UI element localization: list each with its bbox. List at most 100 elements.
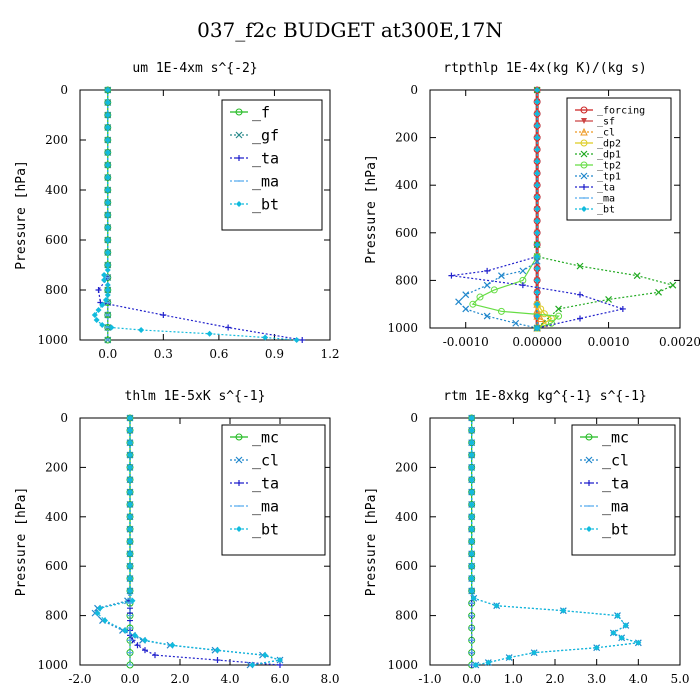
- data-point: [134, 642, 141, 649]
- y-tick-label: 400: [395, 510, 418, 524]
- legend-label: _ta: [602, 474, 629, 492]
- data-point: [635, 639, 642, 646]
- data-point: [610, 629, 617, 636]
- x-tick-label: 0.0010: [588, 335, 630, 349]
- legend-marker: [235, 131, 243, 139]
- data-point: [534, 325, 541, 331]
- page-title: 037_f2c BUDGET at300E,17N: [197, 18, 503, 42]
- y-tick-label: 0: [410, 83, 418, 97]
- legend: _mc _cl _ta _ma _bt: [221, 424, 326, 556]
- data-point: [555, 305, 562, 313]
- y-tick-label: 800: [45, 283, 68, 297]
- data-point: [99, 322, 106, 328]
- x-tick-label: 1.2: [320, 347, 339, 361]
- legend-marker: [236, 201, 242, 207]
- legend-label: _cl: [602, 451, 629, 469]
- data-point: [476, 293, 484, 301]
- chart-panel-1: um 1E-4xm s^{-2} Pressure [hPa] 0 200 400 600…: [14, 61, 340, 361]
- legend-label: _gf: [252, 126, 279, 144]
- data-point: [534, 253, 541, 260]
- data-point: [169, 642, 176, 649]
- data-point: [534, 182, 541, 189]
- y-tick-label: 0: [60, 83, 68, 97]
- legend-box: [571, 424, 676, 556]
- x-tick-label: 0.0: [462, 672, 481, 686]
- data-point: [534, 194, 541, 201]
- legend-marker: [580, 139, 588, 147]
- x-tick-label: 0.0: [120, 672, 139, 686]
- legend-marker: [235, 456, 243, 464]
- data-point: [138, 327, 145, 333]
- x-tick-label: 0.0: [98, 347, 117, 361]
- y-tick-label: 400: [45, 183, 68, 197]
- data-point: [93, 317, 100, 323]
- legend-label: _f: [252, 103, 270, 121]
- data-point: [468, 415, 475, 421]
- data-point: [469, 300, 477, 308]
- x-tick-label: 0.6: [209, 347, 228, 361]
- y-axis-title: Pressure [hPa]: [364, 154, 379, 264]
- data-point: [104, 199, 111, 206]
- series-tp1: [455, 257, 541, 332]
- data-point: [108, 324, 115, 331]
- legend-marker: [580, 150, 588, 158]
- chart-panel-4: rtm 1E-8xkg kg^{-1} s^{-1} Pressure [hPa]…: [364, 389, 690, 686]
- data-point: [104, 174, 111, 181]
- data-point: [534, 98, 541, 105]
- legend-label: _bt: [597, 205, 615, 216]
- data-point: [519, 267, 527, 275]
- data-point: [104, 287, 111, 293]
- data-point: [262, 652, 268, 659]
- data-point: [102, 617, 108, 624]
- data-point: [633, 272, 641, 280]
- legend-label: _dp1: [597, 150, 621, 161]
- legend-marker: [236, 480, 242, 486]
- data-point: [468, 575, 475, 582]
- data-point: [101, 272, 108, 278]
- data-point: [534, 110, 541, 117]
- data-point: [152, 652, 158, 659]
- data-point: [127, 538, 133, 545]
- data-point: [129, 597, 136, 604]
- data-point: [104, 292, 111, 298]
- data-point: [293, 337, 300, 343]
- y-axis-title: Pressure [hPa]: [14, 160, 29, 270]
- legend-label: _cl: [252, 451, 279, 469]
- legend: _mc _cl _ta _ma _bt: [571, 424, 676, 556]
- x-tick-label: 0.9: [265, 347, 284, 361]
- data-point: [484, 267, 491, 274]
- x-tick-label: 1.0: [504, 672, 523, 686]
- legend-box: [221, 99, 323, 231]
- data-point: [104, 87, 111, 93]
- y-tick-label: 800: [45, 609, 68, 623]
- legend-label: _mc: [252, 428, 279, 446]
- data-point: [534, 313, 541, 320]
- data-point: [104, 112, 111, 118]
- data-point: [534, 122, 541, 129]
- legend-marker: [585, 433, 593, 441]
- data-point: [534, 146, 541, 153]
- y-tick-label: 400: [395, 178, 418, 192]
- data-point: [104, 282, 111, 288]
- legend-marker: [581, 184, 587, 190]
- legend-label: _bt: [252, 520, 279, 538]
- data-point: [101, 277, 108, 283]
- y-tick-label: 0: [60, 411, 68, 425]
- series-line: [536, 303, 553, 329]
- y-tick-label: 800: [395, 273, 418, 287]
- data-point: [102, 297, 109, 303]
- data-point: [534, 301, 541, 308]
- legend-label: _ta: [597, 183, 615, 194]
- data-point: [497, 307, 505, 315]
- data-point: [468, 563, 475, 570]
- x-tick-label: 4.0: [629, 672, 648, 686]
- data-point: [127, 476, 133, 483]
- data-point: [462, 305, 470, 313]
- legend-marker: [586, 526, 592, 532]
- x-tick-label: 5.0: [670, 672, 689, 686]
- legend-marker: [580, 161, 588, 169]
- data-point: [534, 134, 541, 141]
- data-point: [531, 649, 538, 656]
- data-point: [472, 662, 479, 668]
- data-point: [490, 286, 498, 294]
